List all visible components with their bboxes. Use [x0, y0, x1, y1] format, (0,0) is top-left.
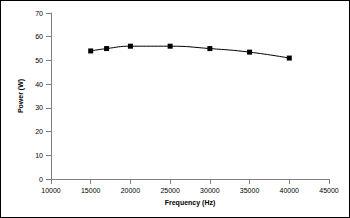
- svg-text:30: 30: [35, 104, 43, 111]
- svg-text:0: 0: [39, 176, 43, 183]
- svg-text:25000: 25000: [160, 187, 180, 194]
- svg-text:Power (W): Power (W): [17, 79, 25, 113]
- svg-text:45000: 45000: [319, 187, 339, 194]
- svg-text:30000: 30000: [200, 187, 220, 194]
- svg-text:10000: 10000: [41, 187, 61, 194]
- svg-text:20: 20: [35, 128, 43, 135]
- svg-text:60: 60: [35, 33, 43, 40]
- svg-text:Frequency (Hz): Frequency (Hz): [165, 199, 216, 207]
- svg-text:20000: 20000: [121, 187, 141, 194]
- svg-text:40: 40: [35, 81, 43, 88]
- svg-text:35000: 35000: [240, 187, 260, 194]
- svg-text:15000: 15000: [81, 187, 101, 194]
- svg-text:70: 70: [35, 10, 43, 17]
- svg-text:40000: 40000: [280, 187, 300, 194]
- svg-text:10: 10: [35, 152, 43, 159]
- svg-text:50: 50: [35, 57, 43, 64]
